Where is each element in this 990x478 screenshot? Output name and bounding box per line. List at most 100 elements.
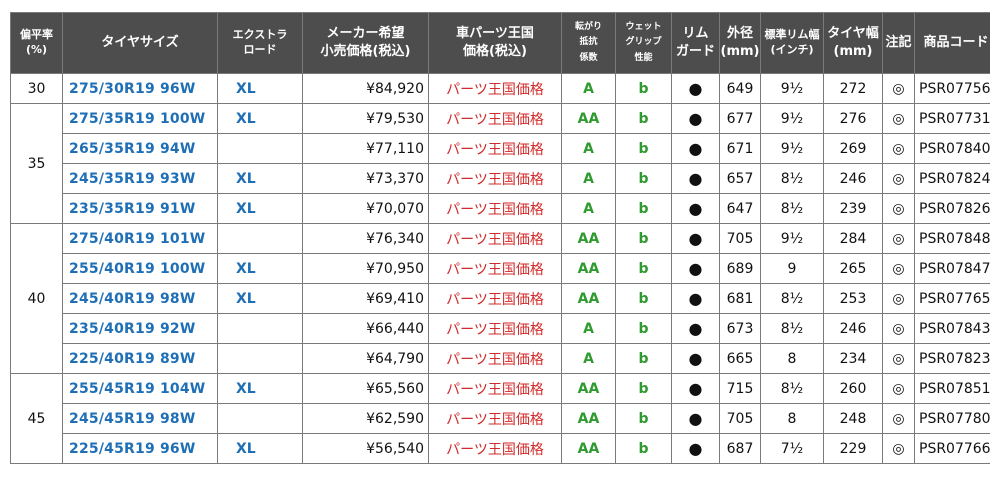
rolling-resistance-cell: AA bbox=[561, 253, 616, 284]
header-extra-load: エクストラ ロード bbox=[217, 12, 303, 74]
extra-load-cell: XL bbox=[217, 373, 303, 404]
wet-grip-cell: b bbox=[615, 433, 672, 464]
tire-width-cell: 229 bbox=[823, 433, 883, 464]
wet-grip-cell: b bbox=[615, 283, 672, 314]
tire-width-cell: 239 bbox=[823, 193, 883, 224]
header-product-code: 商品コード bbox=[914, 12, 990, 74]
header-rim-width: 標準リム幅 (インチ) bbox=[760, 12, 824, 74]
header-size: タイヤサイズ bbox=[62, 12, 218, 74]
kingdom-price-link[interactable]: パーツ王国価格 bbox=[428, 283, 562, 314]
rim-width-cell: 9 bbox=[760, 253, 824, 284]
note-cell: ◎ bbox=[882, 223, 915, 254]
msrp-cell: ¥84,920 bbox=[302, 73, 429, 104]
product-code-cell: PSR07731 bbox=[914, 103, 990, 134]
wet-grip-cell: b bbox=[615, 223, 672, 254]
rim-guard-cell: ● bbox=[671, 163, 720, 194]
kingdom-price-link[interactable]: パーツ王国価格 bbox=[428, 253, 562, 284]
rim-width-cell: 9½ bbox=[760, 133, 824, 164]
wet-grip-cell: b bbox=[615, 163, 672, 194]
tire-width-cell: 269 bbox=[823, 133, 883, 164]
rim-width-cell: 7½ bbox=[760, 433, 824, 464]
rolling-resistance-cell: A bbox=[561, 133, 616, 164]
tire-size-link[interactable]: 235/40R19 92W bbox=[62, 313, 218, 344]
kingdom-price-link[interactable]: パーツ王国価格 bbox=[428, 313, 562, 344]
kingdom-price-link[interactable]: パーツ王国価格 bbox=[428, 163, 562, 194]
kingdom-price-link[interactable]: パーツ王国価格 bbox=[428, 103, 562, 134]
tire-size-link[interactable]: 235/35R19 91W bbox=[62, 193, 218, 224]
tire-size-link[interactable]: 225/40R19 89W bbox=[62, 343, 218, 374]
kingdom-price-link[interactable]: パーツ王国価格 bbox=[428, 373, 562, 404]
rolling-resistance-cell: A bbox=[561, 343, 616, 374]
tire-size-link[interactable]: 225/45R19 96W bbox=[62, 433, 218, 464]
tire-size-link[interactable]: 265/35R19 94W bbox=[62, 133, 218, 164]
aspect-ratio-cell: 45 bbox=[10, 373, 63, 464]
extra-load-cell: XL bbox=[217, 163, 303, 194]
rolling-resistance-cell: A bbox=[561, 193, 616, 224]
extra-load-cell: XL bbox=[217, 283, 303, 314]
kingdom-price-link[interactable]: パーツ王国価格 bbox=[428, 73, 562, 104]
rim-width-cell: 8½ bbox=[760, 373, 824, 404]
tire-size-link[interactable]: 245/35R19 93W bbox=[62, 163, 218, 194]
tire-size-link[interactable]: 245/40R19 98W bbox=[62, 283, 218, 314]
rim-width-cell: 8½ bbox=[760, 163, 824, 194]
msrp-cell: ¥65,560 bbox=[302, 373, 429, 404]
rolling-resistance-cell: AA bbox=[561, 103, 616, 134]
rim-guard-cell: ● bbox=[671, 73, 720, 104]
header-outer-diameter: 外径 (mm) bbox=[719, 12, 761, 74]
tire-size-link[interactable]: 255/40R19 100W bbox=[62, 253, 218, 284]
wet-grip-cell: b bbox=[615, 373, 672, 404]
kingdom-price-link[interactable]: パーツ王国価格 bbox=[428, 223, 562, 254]
extra-load-cell: XL bbox=[217, 193, 303, 224]
rim-guard-cell: ● bbox=[671, 313, 720, 344]
tire-size-link[interactable]: 275/30R19 96W bbox=[62, 73, 218, 104]
outer-diameter-cell: 671 bbox=[719, 133, 761, 164]
rolling-resistance-cell: AA bbox=[561, 403, 616, 434]
note-cell: ◎ bbox=[882, 103, 915, 134]
table-row: 35 275/35R19 100W XL ¥79,530 パーツ王国価格 AA b ● 677 9… bbox=[10, 103, 990, 224]
rim-guard-cell: ● bbox=[671, 253, 720, 284]
tire-size-link[interactable]: 275/35R19 100W bbox=[62, 103, 218, 134]
aspect-ratio-cell: 40 bbox=[10, 223, 63, 374]
kingdom-price-link[interactable]: パーツ王国価格 bbox=[428, 133, 562, 164]
rolling-resistance-cell: A bbox=[561, 73, 616, 104]
rolling-resistance-cell: AA bbox=[561, 223, 616, 254]
table-row: 225/45R19 96W XL ¥56,540 パーツ王国価格 AA b ● 687 7½ 22… bbox=[11, 433, 990, 464]
product-code-cell: PSR07766 bbox=[914, 433, 990, 464]
kingdom-price-link[interactable]: パーツ王国価格 bbox=[428, 433, 562, 464]
msrp-cell: ¥73,370 bbox=[302, 163, 429, 194]
note-cell: ◎ bbox=[882, 343, 915, 374]
product-code-cell: PSR07765 bbox=[914, 283, 990, 314]
msrp-cell: ¥70,950 bbox=[302, 253, 429, 284]
outer-diameter-cell: 681 bbox=[719, 283, 761, 314]
msrp-cell: ¥62,590 bbox=[302, 403, 429, 434]
tire-size-link[interactable]: 275/40R19 101W bbox=[62, 223, 218, 254]
rim-guard-cell: ● bbox=[671, 433, 720, 464]
product-code-cell: PSR07826 bbox=[914, 193, 990, 224]
outer-diameter-cell: 689 bbox=[719, 253, 761, 284]
rim-guard-cell: ● bbox=[671, 103, 720, 134]
wet-grip-cell: b bbox=[615, 73, 672, 104]
rim-width-cell: 8 bbox=[760, 343, 824, 374]
kingdom-price-link[interactable]: パーツ王国価格 bbox=[428, 343, 562, 374]
tire-size-link[interactable]: 255/45R19 104W bbox=[62, 373, 218, 404]
note-cell: ◎ bbox=[882, 313, 915, 344]
tire-width-cell: 260 bbox=[823, 373, 883, 404]
tire-size-link[interactable]: 245/45R19 98W bbox=[62, 403, 218, 434]
header-rim-guard: リム ガード bbox=[671, 12, 720, 74]
rim-width-cell: 9½ bbox=[760, 73, 824, 104]
tire-width-cell: 234 bbox=[823, 343, 883, 374]
extra-load-cell: XL bbox=[217, 73, 303, 104]
rim-guard-cell: ● bbox=[671, 373, 720, 404]
note-cell: ◎ bbox=[882, 133, 915, 164]
product-code-cell: PSR07756 bbox=[914, 73, 990, 104]
rim-width-cell: 8½ bbox=[760, 193, 824, 224]
kingdom-price-link[interactable]: パーツ王国価格 bbox=[428, 193, 562, 224]
note-cell: ◎ bbox=[882, 433, 915, 464]
product-code-cell: PSR07847 bbox=[914, 253, 990, 284]
kingdom-price-link[interactable]: パーツ王国価格 bbox=[428, 403, 562, 434]
header-wet-grip: ウェット グリップ 性能 bbox=[615, 12, 672, 74]
rim-guard-cell: ● bbox=[671, 193, 720, 224]
